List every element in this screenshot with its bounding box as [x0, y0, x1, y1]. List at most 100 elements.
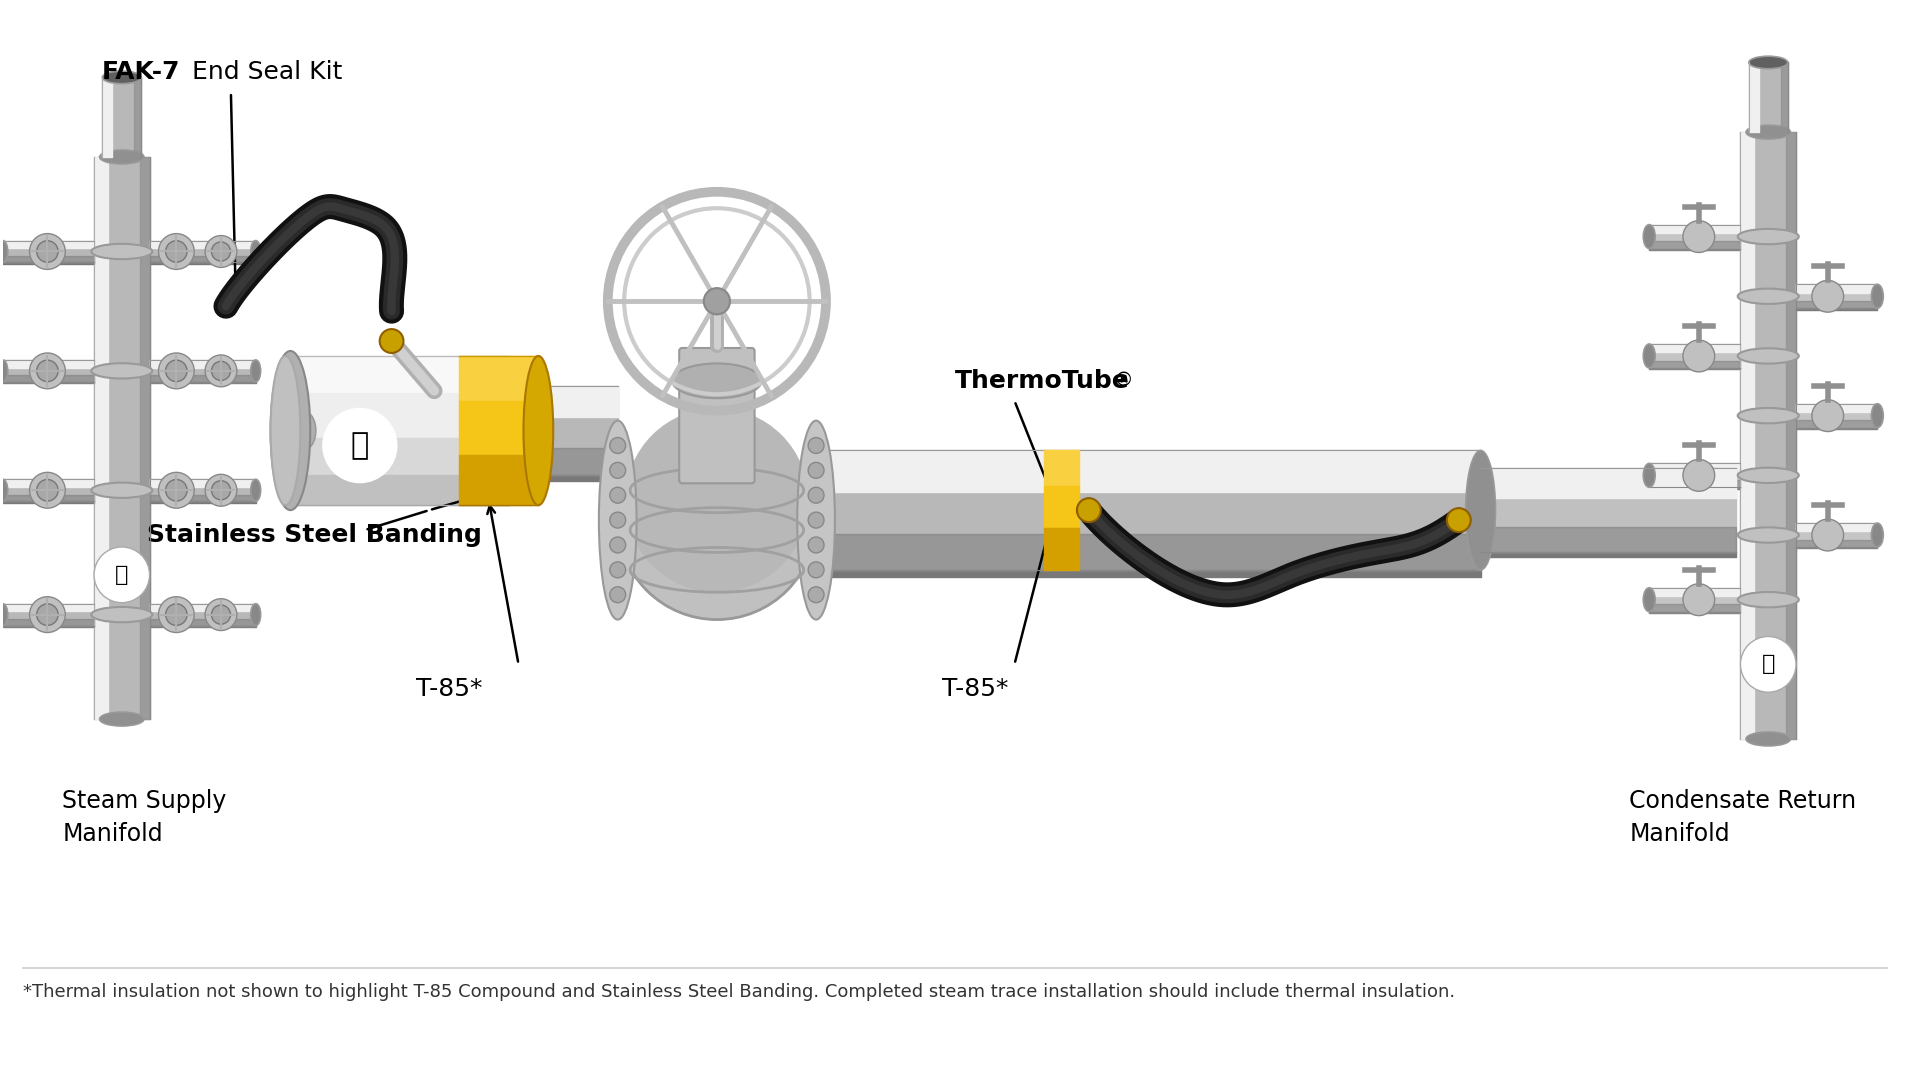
Ellipse shape — [1738, 229, 1799, 244]
Ellipse shape — [1745, 732, 1791, 746]
Circle shape — [1812, 519, 1843, 551]
Text: Condensate Return
Manifold: Condensate Return Manifold — [1630, 788, 1857, 847]
Ellipse shape — [92, 483, 152, 498]
Circle shape — [1077, 498, 1100, 522]
Circle shape — [165, 241, 186, 262]
Circle shape — [36, 360, 58, 381]
Circle shape — [211, 605, 230, 624]
Circle shape — [29, 472, 65, 509]
Ellipse shape — [672, 363, 762, 399]
Circle shape — [808, 512, 824, 528]
Circle shape — [808, 562, 824, 578]
Ellipse shape — [252, 241, 261, 262]
Ellipse shape — [92, 244, 152, 259]
Circle shape — [611, 437, 626, 454]
Circle shape — [29, 233, 65, 269]
Ellipse shape — [92, 363, 152, 378]
Circle shape — [36, 604, 58, 625]
Text: 🐧: 🐧 — [1761, 654, 1774, 674]
Ellipse shape — [1465, 450, 1496, 570]
Ellipse shape — [100, 150, 144, 164]
Ellipse shape — [1738, 288, 1799, 303]
Ellipse shape — [626, 408, 808, 592]
Text: 🐧: 🐧 — [115, 565, 129, 584]
Circle shape — [1684, 459, 1715, 491]
Ellipse shape — [290, 410, 315, 450]
Circle shape — [611, 537, 626, 553]
Ellipse shape — [252, 480, 261, 501]
Circle shape — [29, 353, 65, 389]
Circle shape — [159, 472, 194, 509]
Text: End Seal Kit: End Seal Kit — [184, 60, 342, 84]
Circle shape — [1448, 509, 1471, 532]
Ellipse shape — [524, 356, 553, 505]
Circle shape — [611, 586, 626, 603]
Circle shape — [159, 353, 194, 389]
Circle shape — [165, 480, 186, 501]
Circle shape — [705, 288, 730, 314]
Text: T-85*: T-85* — [417, 677, 482, 701]
Ellipse shape — [1749, 56, 1788, 69]
Ellipse shape — [0, 604, 8, 625]
Ellipse shape — [252, 604, 261, 625]
Ellipse shape — [252, 360, 261, 382]
Ellipse shape — [1745, 125, 1791, 139]
Ellipse shape — [1644, 345, 1655, 368]
Circle shape — [1684, 584, 1715, 616]
Circle shape — [323, 407, 397, 483]
Circle shape — [205, 355, 236, 387]
Ellipse shape — [1872, 523, 1884, 546]
Circle shape — [1684, 220, 1715, 253]
Ellipse shape — [1738, 468, 1799, 483]
Circle shape — [808, 537, 824, 553]
Text: Stainless Steel Banding: Stainless Steel Banding — [146, 523, 482, 548]
Ellipse shape — [1644, 225, 1655, 248]
Ellipse shape — [1644, 463, 1655, 487]
Ellipse shape — [1644, 588, 1655, 611]
Text: Steam Supply
Manifold: Steam Supply Manifold — [61, 788, 227, 847]
Circle shape — [205, 235, 236, 268]
Circle shape — [611, 512, 626, 528]
Circle shape — [211, 242, 230, 261]
Circle shape — [205, 474, 236, 507]
Circle shape — [1812, 281, 1843, 312]
Ellipse shape — [1872, 284, 1884, 308]
Ellipse shape — [0, 241, 8, 262]
Circle shape — [808, 462, 824, 478]
Ellipse shape — [599, 420, 637, 620]
Ellipse shape — [271, 356, 300, 505]
Ellipse shape — [1738, 527, 1799, 542]
Text: 🐧: 🐧 — [351, 431, 369, 460]
Circle shape — [159, 233, 194, 269]
Ellipse shape — [102, 71, 142, 83]
Circle shape — [211, 481, 230, 500]
Ellipse shape — [1738, 408, 1799, 423]
Ellipse shape — [1738, 348, 1799, 364]
Circle shape — [1740, 636, 1795, 692]
Circle shape — [611, 562, 626, 578]
Ellipse shape — [100, 712, 144, 726]
Circle shape — [808, 437, 824, 454]
Circle shape — [165, 604, 186, 625]
FancyBboxPatch shape — [680, 348, 755, 483]
Circle shape — [211, 362, 230, 380]
Circle shape — [165, 360, 186, 381]
Ellipse shape — [1738, 592, 1799, 607]
Circle shape — [611, 462, 626, 478]
Circle shape — [1684, 340, 1715, 372]
Circle shape — [1812, 400, 1843, 432]
Ellipse shape — [1872, 404, 1884, 428]
Circle shape — [808, 586, 824, 603]
Ellipse shape — [0, 360, 8, 382]
Ellipse shape — [618, 420, 816, 620]
Ellipse shape — [271, 351, 311, 510]
Circle shape — [36, 480, 58, 501]
Circle shape — [205, 598, 236, 631]
Text: FAK-7: FAK-7 — [102, 60, 180, 84]
Circle shape — [808, 487, 824, 503]
Text: *Thermal insulation not shown to highlight T-85 Compound and Stainless Steel Ban: *Thermal insulation not shown to highlig… — [23, 983, 1455, 1001]
Circle shape — [159, 597, 194, 633]
Circle shape — [380, 329, 403, 353]
Text: T-85*: T-85* — [941, 677, 1008, 701]
Circle shape — [611, 487, 626, 503]
